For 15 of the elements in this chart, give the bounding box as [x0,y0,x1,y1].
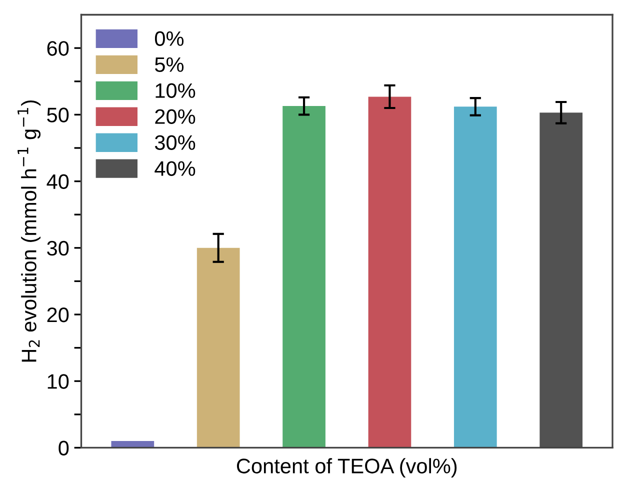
y-tick-label: 50 [47,108,69,122]
y-tick-label: 60 [47,41,69,56]
y-axis-title: H$_{2}$ evolution (mmol h$^{−1}$ g$^{−1}$) [18,100,41,362]
y-tick-label: 20 [47,308,69,322]
legend-label: 20% [155,109,196,124]
legend-label: 30% [154,135,196,150]
legend-label: 10% [156,83,196,98]
y-tick-label: 10 [48,374,69,389]
y-tick-label: 40 [46,174,69,190]
x-axis-title: Content of TEOA (vol%) [236,458,457,478]
legend-label: 40% [154,161,196,176]
y-tick-label: 0 [58,440,69,456]
legend-label: 5% [155,57,184,72]
legend-label: 0% [154,31,184,46]
y-tick-label: 30 [47,240,69,256]
